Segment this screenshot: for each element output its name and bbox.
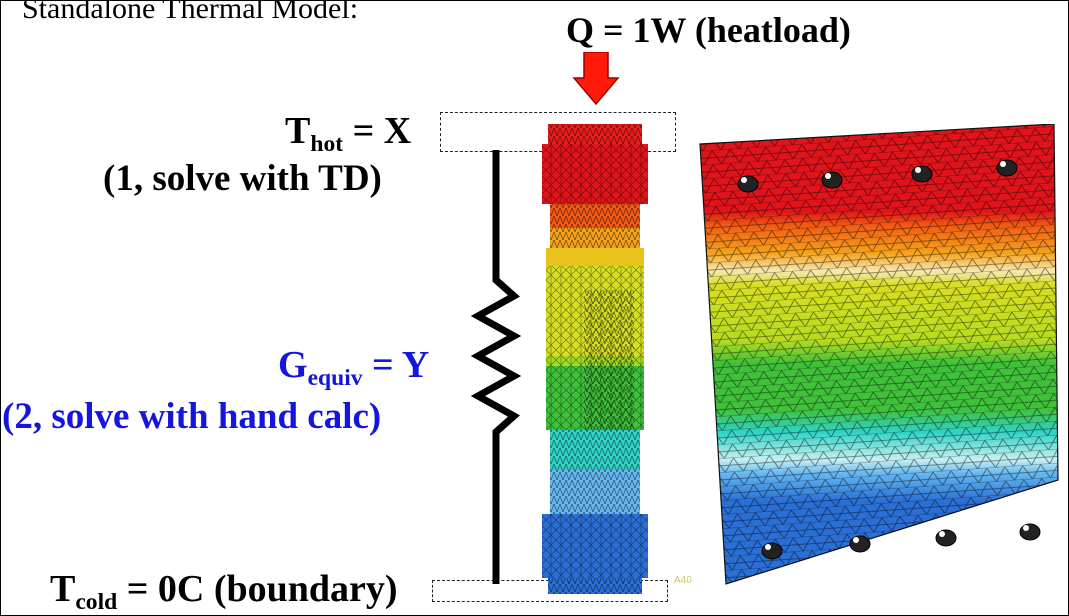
column-thermal-model <box>542 124 648 594</box>
g-equiv-label: Gequiv = Y <box>278 344 430 392</box>
panel-thermal-model <box>699 124 1059 585</box>
slide-title: Standalone Thermal Model: <box>22 0 359 25</box>
resistor-zigzag-icon <box>470 150 522 584</box>
t-hot-label: Thot = X <box>285 110 412 158</box>
t-cold-label: Tcold = 0C (boundary) <box>50 568 398 616</box>
down-arrow-icon <box>572 52 620 106</box>
node-tag: A40 <box>674 575 692 586</box>
g-equiv-note: (2, solve with hand calc) <box>2 396 382 437</box>
t-hot-note: (1, solve with TD) <box>103 158 382 199</box>
heatload-label: Q = 1W (heatload) <box>566 10 851 50</box>
